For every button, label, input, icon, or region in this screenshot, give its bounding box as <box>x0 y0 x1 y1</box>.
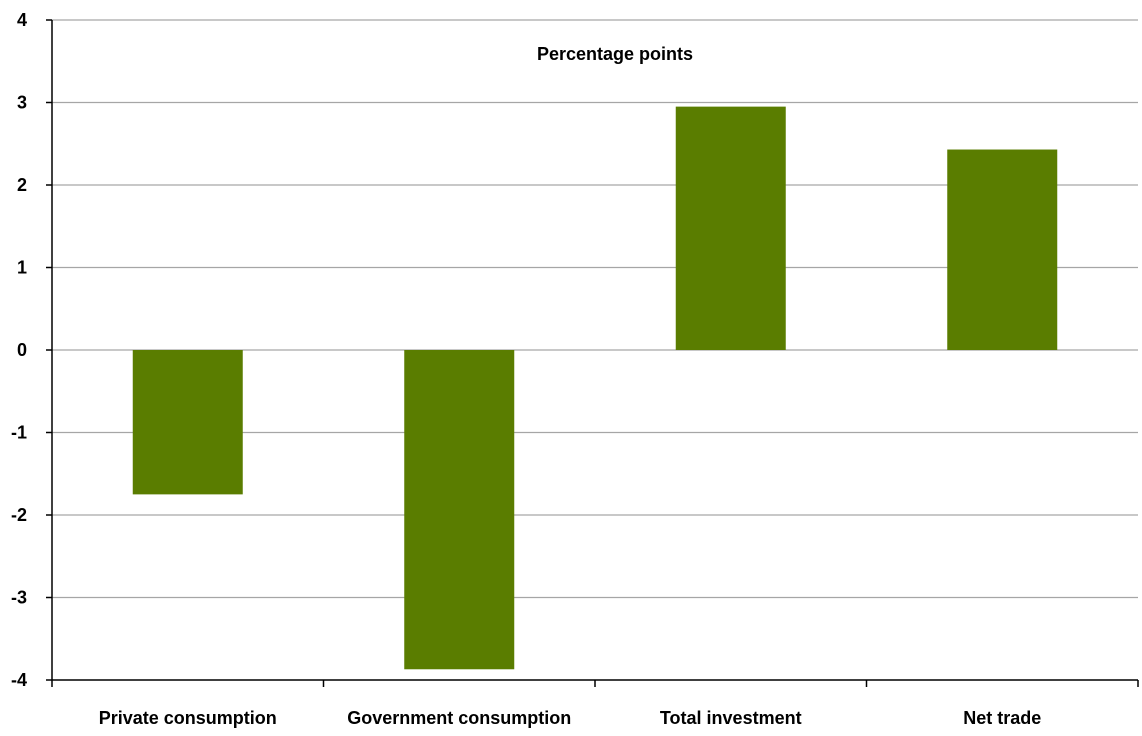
y-tick-label: 3 <box>17 93 27 113</box>
y-tick-label: -1 <box>11 423 27 443</box>
y-tick-label: 2 <box>17 175 27 195</box>
chart-title: Percentage points <box>537 44 693 64</box>
bar-government-consumption <box>404 350 515 670</box>
axes <box>46 19 1139 687</box>
bar-net-trade <box>947 149 1058 350</box>
x-category-label: Net trade <box>963 708 1041 728</box>
y-tick-label: 1 <box>17 258 27 278</box>
y-tick-label: 0 <box>17 340 27 360</box>
y-tick-label: 4 <box>17 10 27 30</box>
y-tick-label: -2 <box>11 505 27 525</box>
y-tick-label: -3 <box>11 588 27 608</box>
y-tick-label: -4 <box>11 670 27 690</box>
bars <box>132 106 1058 670</box>
bar-private-consumption <box>132 350 243 495</box>
x-category-label: Government consumption <box>347 708 571 728</box>
bar-total-investment <box>675 106 786 350</box>
x-category-label: Total investment <box>660 708 802 728</box>
labels: Percentage points 4 3 2 1 0 -1 -2 -3 -4 Private c… <box>11 10 1041 728</box>
x-category-label: Private consumption <box>99 708 277 728</box>
